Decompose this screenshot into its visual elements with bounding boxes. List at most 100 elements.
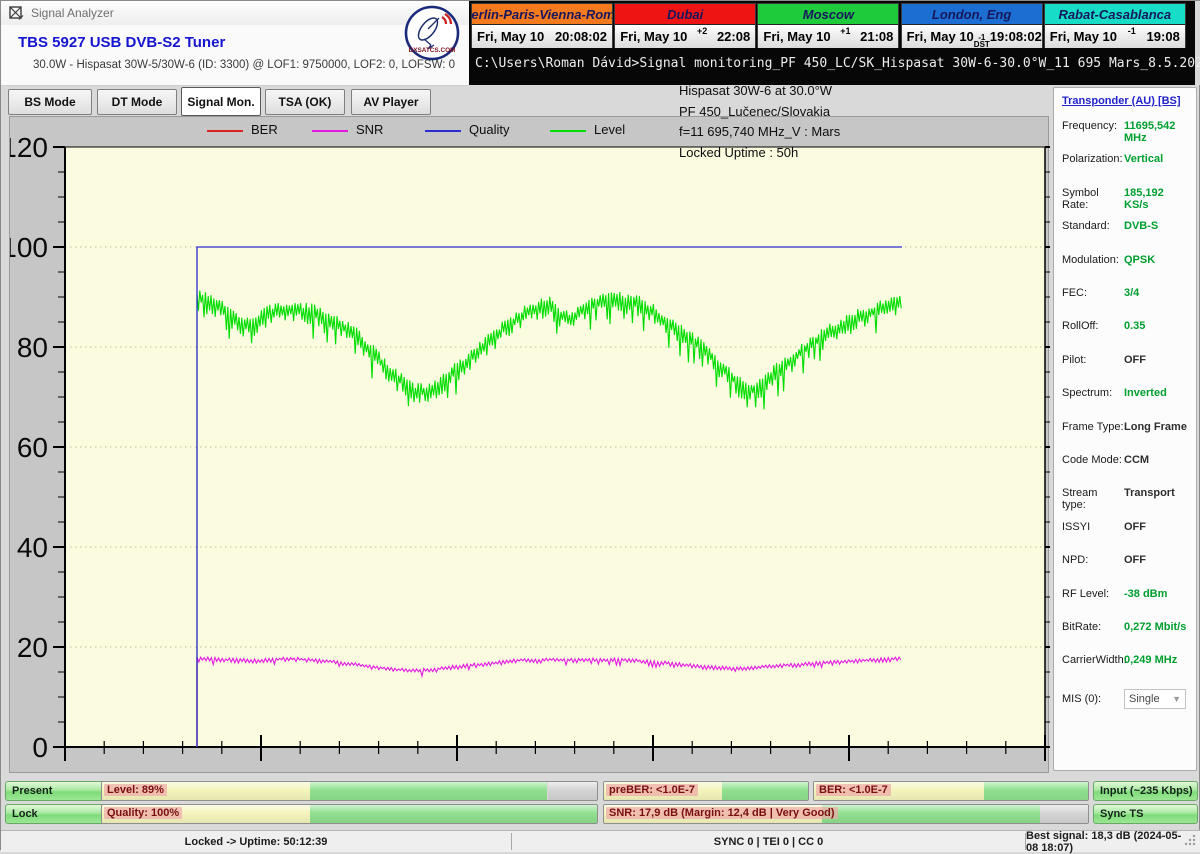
transponder-title: Transponder (AU) [BS]	[1062, 95, 1181, 107]
signal-plot: 0 20 40 60 80 100 120	[10, 132, 1050, 763]
clock-panel-berlin-paris-vienna-roma: Berlin-Paris-Vienna-Roma Fri, May 10 20:08…	[471, 3, 613, 48]
progress-bar-snr: SNR: 17,9 dB (Margin: 12,4 dB | Very Goo…	[603, 804, 1089, 824]
field-value: 0,272 Mbit/s	[1124, 621, 1187, 633]
clock-datetime: Fri, May 10 -1 DST 19:08:02	[901, 25, 1042, 49]
clock-city-label: Rabat-Casablanca	[1044, 4, 1185, 25]
field-label: Stream type:	[1062, 487, 1098, 512]
bar-segment-green	[309, 782, 548, 800]
field-value: 0,249 MHz	[1124, 654, 1178, 667]
statusbar-separator	[1025, 833, 1026, 850]
field-value: 11695,542 MHz	[1124, 120, 1176, 144]
app-header-card: Signal Analyzer TBS 5927 USB DVB-S2 Tune…	[1, 1, 469, 86]
legend-line-level	[550, 130, 586, 132]
console-scrollbar[interactable]	[1195, 1, 1200, 85]
carrier-info-line: f=11 695,740 MHz_V : Mars	[679, 124, 841, 139]
carrier-info-block: Hispasat 30W-6 at 30.0°W PF 450_Lučenec/…	[679, 81, 840, 163]
field-label: Pilot:	[1062, 353, 1087, 366]
clock-panel-rabat-casablanca: Rabat-Casablanca Fri, May 10 -1 19:08	[1043, 3, 1186, 48]
resize-grip[interactable]	[1183, 833, 1197, 847]
clock-utc-offset: +1	[831, 26, 861, 44]
svg-text:DXSATCS.COM: DXSATCS.COM	[409, 47, 456, 54]
legend-label-quality: Quality	[469, 122, 510, 137]
svg-text:40: 40	[17, 532, 48, 563]
transponder-row-spectrum-: Spectrum: Inverted	[1062, 387, 1190, 401]
transponder-panel: Transponder (AU) [BS] Frequency: 11695,54…	[1053, 87, 1197, 771]
field-value: OFF	[1124, 353, 1146, 366]
statusbar-uptime: Locked -> Uptime: 50:12:39	[184, 835, 328, 848]
clock-city-label: London, Eng	[901, 4, 1042, 25]
field-label: Polarization:	[1062, 153, 1123, 166]
svg-text:20: 20	[17, 632, 48, 663]
field-label: Spectrum:	[1062, 387, 1113, 400]
tab-signal-mon-[interactable]: Signal Mon.	[181, 87, 261, 116]
progress-bar-quality: Quality: 100%	[101, 804, 598, 824]
clock-date: Fri, May 10	[1049, 29, 1117, 44]
clock-time: 19:08	[1146, 29, 1180, 44]
bar-segment-gray	[547, 782, 597, 800]
clock-date: Fri, May 10	[620, 29, 688, 44]
transponder-row-fec-: FEC: 3/4	[1062, 287, 1190, 301]
chevron-down-icon: ▼	[1172, 693, 1181, 704]
carrier-info-line: Hispasat 30W-6 at 30.0°W	[679, 83, 833, 98]
transponder-row-code-mode-: Code Mode: CCM	[1062, 454, 1190, 468]
clock-city-label: Moscow	[758, 4, 899, 25]
status-chip-lock: Lock	[5, 804, 111, 824]
clock-utc-offset: +2	[687, 26, 717, 44]
field-value: OFF	[1124, 520, 1146, 533]
field-label: MIS (0):	[1062, 692, 1102, 705]
legend-label-ber: BER	[251, 122, 278, 137]
transponder-row-modulation-: Modulation: QPSK	[1062, 254, 1190, 268]
dst-offset: -1 DST	[973, 32, 990, 49]
legend-line-snr	[312, 130, 348, 132]
field-value: -38 dBm	[1124, 587, 1168, 600]
progress-bar-ber: BER: <1.0E-7	[813, 781, 1089, 801]
clock-time: 19:08:02	[989, 29, 1042, 44]
field-label: NPD:	[1062, 554, 1089, 567]
clock-datetime: Fri, May 10 -1 19:08	[1044, 25, 1185, 48]
legend-label-level: Level	[594, 122, 626, 137]
tab-dt-mode[interactable]: DT Mode	[97, 89, 177, 115]
field-label: Code Mode:	[1062, 454, 1122, 466]
transponder-row-standard-: Standard: DVB-S	[1062, 220, 1190, 234]
field-value: 3/4	[1124, 287, 1140, 299]
utc-offset: -1	[1127, 26, 1136, 36]
clock-time: 21:08	[860, 29, 894, 44]
transponder-row-pilot-: Pilot: OFF	[1062, 354, 1190, 368]
field-value: OFF	[1124, 554, 1146, 567]
window-titlebar: Signal Analyzer	[1, 1, 469, 25]
bar-segment-gray	[1039, 805, 1088, 823]
transponder-row-issyi: ISSYI OFF	[1062, 521, 1190, 535]
svg-text:0: 0	[32, 732, 48, 763]
clock-datetime: Fri, May 10 +2 22:08	[615, 25, 756, 48]
svg-text:120: 120	[10, 132, 48, 163]
window-title: Signal Analyzer	[31, 6, 114, 20]
tab-bs-mode[interactable]: BS Mode	[8, 89, 92, 115]
clock-date: Fri, May 10	[906, 29, 974, 44]
bar-label: SNR: 17,9 dB (Margin: 12,4 dB | Very Goo…	[606, 807, 838, 819]
status-chip-present: Present	[5, 781, 111, 801]
utc-offset: +1	[840, 26, 851, 36]
field-label: Standard:	[1062, 220, 1110, 233]
field-value: Vertical	[1124, 153, 1164, 166]
field-label: BitRate:	[1062, 621, 1102, 633]
clock-datetime: Fri, May 10 +1 21:08	[758, 25, 899, 48]
clock-city-label: Berlin-Paris-Vienna-Roma	[472, 4, 612, 25]
transponder-row-frequency-: Frequency: 11695,542 MHz	[1062, 120, 1190, 144]
tab-tsa-ok-[interactable]: TSA (OK)	[265, 89, 345, 115]
clock-utc-offset: -1 DST	[973, 27, 990, 49]
transponder-row-symbol-rate-: Symbol Rate: 185,192 KS/s	[1062, 187, 1190, 211]
field-label: ISSYI	[1062, 520, 1091, 533]
clock-utc-offset: -1	[1117, 26, 1147, 44]
bar-segment-green	[983, 782, 1088, 800]
clock-panel-dubai: Dubai Fri, May 10 +2 22:08	[614, 3, 757, 48]
dxsatcs-logo: DXSATCS.COM	[404, 5, 460, 61]
mis-dropdown[interactable]: Single ▼	[1124, 688, 1186, 709]
tab-av-player[interactable]: AV Player	[351, 89, 431, 115]
field-label: RollOff:	[1062, 320, 1099, 333]
console-command-line: C:\Users\Roman Dávid>Signal monitoring_P…	[475, 56, 1200, 71]
field-value: QPSK	[1124, 253, 1156, 266]
progress-bar-level: Level: 89%	[101, 781, 598, 801]
statusbar-separator	[511, 833, 512, 850]
status-chip-input-235-kbps-: Input (~235 Kbps)	[1093, 781, 1198, 801]
